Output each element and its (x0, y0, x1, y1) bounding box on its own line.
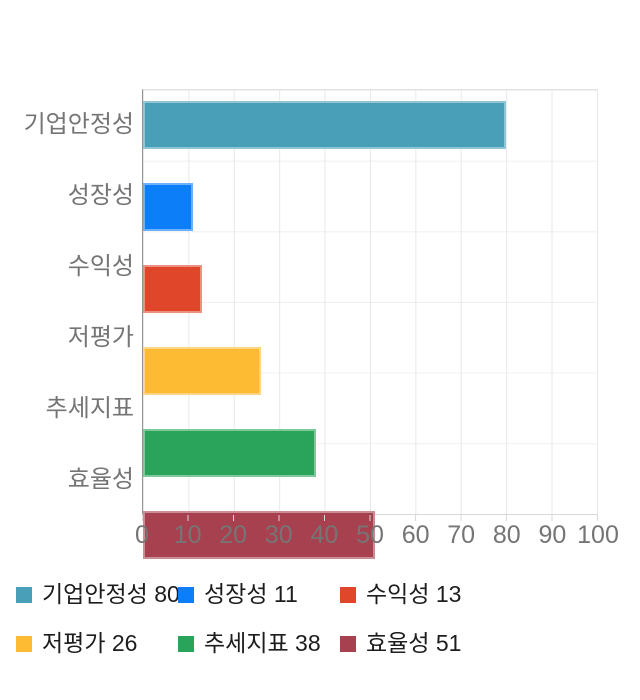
category-label: 저평가 (67, 323, 134, 351)
legend-label: 추세지표 38 (204, 630, 321, 656)
x-axis-tick-marks (142, 515, 598, 521)
x-axis-labels: 0 10 20 30 40 50 60 70 80 90 100 (135, 521, 619, 552)
legend-label: 기업안정성 80 (42, 581, 180, 607)
legend-label: 수익성 13 (366, 581, 462, 607)
category-label: 수익성 (67, 252, 134, 280)
legend-swatch (340, 635, 356, 652)
legend-swatch (16, 586, 32, 603)
bar-row (143, 183, 597, 254)
bar-row (143, 265, 597, 336)
legend-swatch (340, 586, 356, 603)
category-label: 추세지표 (45, 394, 134, 422)
chart-legend: 기업안정성 80 성장성 11 수익성 13 저평가 26 추세지표 38 효율… (16, 583, 502, 655)
legend-item-undervaluation: 저평가 26 (16, 632, 178, 655)
x-tick-label: 40 (310, 521, 339, 549)
legend-item-growth: 성장성 11 (178, 583, 340, 606)
bar-growth (143, 183, 193, 231)
legend-swatch (178, 586, 194, 603)
x-tick-label: 100 (577, 521, 619, 549)
legend-item-corporate-stability: 기업안정성 80 (16, 581, 180, 607)
x-tick-label: 90 (538, 521, 567, 549)
category-label: 효율성 (67, 465, 134, 493)
legend-swatch (16, 635, 32, 652)
bar-trend-indicator (143, 429, 316, 477)
legend-label: 저평가 26 (42, 630, 138, 656)
x-tick-label: 20 (219, 521, 248, 549)
category-label: 기업안정성 (23, 110, 134, 138)
x-tick-label: 50 (356, 521, 384, 549)
bar-corporate-stability (143, 101, 507, 149)
x-tick-label: 0 (135, 521, 149, 549)
legend-item-efficiency: 효율성 51 (340, 632, 502, 655)
x-tick-label: 30 (264, 521, 293, 549)
bar-row (143, 347, 597, 418)
x-tick-label: 80 (492, 521, 521, 549)
x-tick-label: 10 (173, 521, 202, 549)
bar-undervaluation (143, 347, 262, 395)
x-tick-label: 70 (447, 521, 476, 549)
legend-label: 성장성 11 (204, 581, 298, 607)
category-label: 성장성 (67, 181, 134, 209)
legend-label: 효율성 51 (366, 630, 462, 656)
legend-item-profitability: 수익성 13 (340, 583, 502, 606)
x-tick-label: 60 (401, 521, 430, 549)
plot-area (142, 89, 598, 559)
bar-profitability (143, 265, 203, 313)
y-axis-labels: 기업안정성 성장성 수익성 저평가 추세지표 효율성 (0, 89, 134, 515)
legend-item-trend-indicator: 추세지표 38 (178, 632, 340, 655)
bar-row (143, 101, 597, 172)
legend-swatch (178, 635, 194, 652)
bar-row (143, 429, 597, 500)
